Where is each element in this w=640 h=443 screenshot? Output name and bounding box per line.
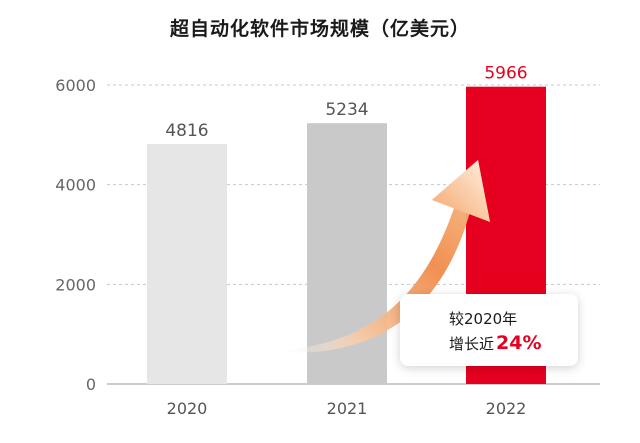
growth-arrow-head-icon	[432, 160, 490, 222]
y-tick-label: 4000	[55, 176, 96, 195]
callout-line2: 增长近 24%	[449, 332, 542, 354]
data-label: 5966	[484, 64, 527, 84]
x-tick-label: 2020	[167, 399, 208, 418]
callout-line2-text: 增长近	[449, 335, 495, 353]
y-tick-label: 0	[86, 375, 96, 394]
growth-callout: 较2020年 增长近 24%	[400, 294, 578, 366]
chart-title: 超自动化软件市场规模（亿美元）	[169, 18, 470, 40]
bar-2020	[147, 144, 227, 384]
callout-percent: 24%	[496, 332, 542, 354]
data-label: 4816	[165, 121, 208, 141]
data-label: 5234	[325, 100, 368, 120]
y-tick-label: 6000	[55, 76, 96, 95]
y-tick-label: 2000	[55, 275, 96, 294]
data-labels: 4816 5234 5966	[165, 64, 527, 141]
x-axis-ticks: 2020 2021 2022	[167, 399, 527, 418]
x-tick-label: 2021	[327, 399, 368, 418]
callout-line1: 较2020年	[449, 310, 518, 328]
y-axis-ticks: 0 2000 4000 6000	[55, 76, 96, 394]
x-tick-label: 2022	[486, 399, 527, 418]
